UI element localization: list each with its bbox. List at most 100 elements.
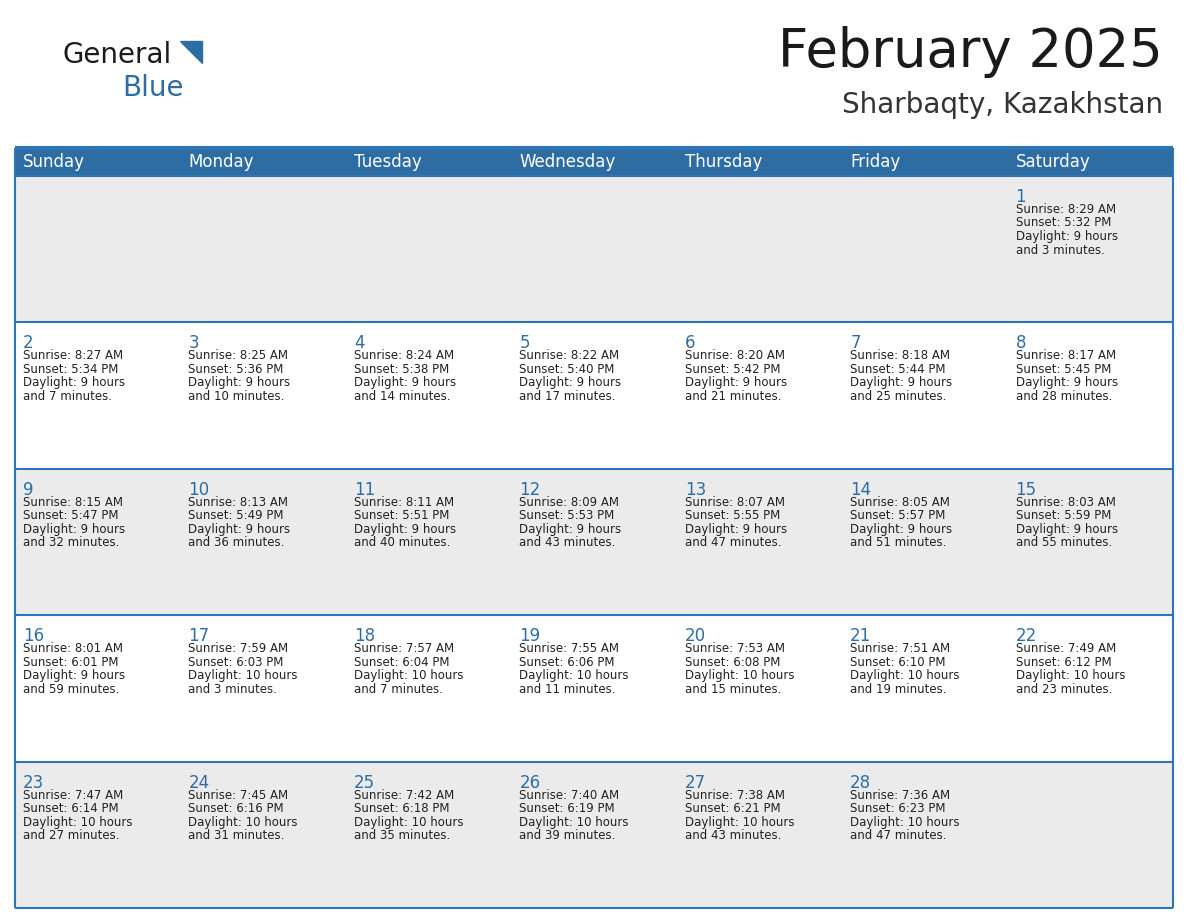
Text: and 11 minutes.: and 11 minutes. (519, 683, 615, 696)
Text: Sunset: 5:53 PM: Sunset: 5:53 PM (519, 509, 614, 522)
Text: Daylight: 9 hours: Daylight: 9 hours (684, 376, 786, 389)
Text: Daylight: 9 hours: Daylight: 9 hours (354, 376, 456, 389)
Text: and 23 minutes.: and 23 minutes. (1016, 683, 1112, 696)
Text: Daylight: 10 hours: Daylight: 10 hours (189, 815, 298, 829)
Text: 9: 9 (23, 481, 33, 498)
Text: Sunrise: 7:53 AM: Sunrise: 7:53 AM (684, 643, 785, 655)
Bar (15, 148, 1173, 176)
Text: Sunset: 5:44 PM: Sunset: 5:44 PM (851, 363, 946, 375)
Text: Saturday: Saturday (1016, 153, 1091, 171)
Text: Sunrise: 8:17 AM: Sunrise: 8:17 AM (1016, 350, 1116, 363)
Text: Sharbaqty, Kazakhstan: Sharbaqty, Kazakhstan (842, 91, 1163, 119)
Text: Sunrise: 7:59 AM: Sunrise: 7:59 AM (189, 643, 289, 655)
Text: Sunset: 5:42 PM: Sunset: 5:42 PM (684, 363, 781, 375)
Text: Sunrise: 7:51 AM: Sunrise: 7:51 AM (851, 643, 950, 655)
Text: and 7 minutes.: and 7 minutes. (23, 390, 112, 403)
Text: Daylight: 9 hours: Daylight: 9 hours (23, 522, 125, 536)
Text: Sunset: 5:57 PM: Sunset: 5:57 PM (851, 509, 946, 522)
Text: Daylight: 9 hours: Daylight: 9 hours (1016, 376, 1118, 389)
Text: Sunset: 6:04 PM: Sunset: 6:04 PM (354, 655, 449, 668)
Text: Sunset: 6:21 PM: Sunset: 6:21 PM (684, 802, 781, 815)
Text: Sunset: 6:14 PM: Sunset: 6:14 PM (23, 802, 119, 815)
Text: Sunset: 5:32 PM: Sunset: 5:32 PM (1016, 217, 1111, 230)
Text: Sunrise: 7:40 AM: Sunrise: 7:40 AM (519, 789, 619, 801)
Text: and 43 minutes.: and 43 minutes. (519, 536, 615, 549)
Text: Sunrise: 8:11 AM: Sunrise: 8:11 AM (354, 496, 454, 509)
Text: Sunset: 6:06 PM: Sunset: 6:06 PM (519, 655, 614, 668)
Bar (15, 322, 1173, 469)
Text: Sunset: 5:45 PM: Sunset: 5:45 PM (1016, 363, 1111, 375)
Text: and 19 minutes.: and 19 minutes. (851, 683, 947, 696)
Text: Daylight: 9 hours: Daylight: 9 hours (23, 376, 125, 389)
Text: Daylight: 10 hours: Daylight: 10 hours (354, 669, 463, 682)
Text: Sunrise: 8:24 AM: Sunrise: 8:24 AM (354, 350, 454, 363)
Text: 10: 10 (189, 481, 209, 498)
Text: Blue: Blue (122, 74, 183, 102)
Text: and 35 minutes.: and 35 minutes. (354, 829, 450, 842)
Text: Sunset: 5:55 PM: Sunset: 5:55 PM (684, 509, 781, 522)
Text: 23: 23 (23, 774, 44, 791)
Bar (15, 469, 1173, 615)
Text: Daylight: 10 hours: Daylight: 10 hours (519, 815, 628, 829)
Text: Sunrise: 7:36 AM: Sunrise: 7:36 AM (851, 789, 950, 801)
Text: Daylight: 10 hours: Daylight: 10 hours (189, 669, 298, 682)
Text: and 27 minutes.: and 27 minutes. (23, 829, 120, 842)
Text: Daylight: 9 hours: Daylight: 9 hours (684, 522, 786, 536)
Text: Daylight: 9 hours: Daylight: 9 hours (519, 376, 621, 389)
Text: Sunrise: 8:05 AM: Sunrise: 8:05 AM (851, 496, 950, 509)
Text: Daylight: 9 hours: Daylight: 9 hours (1016, 522, 1118, 536)
Text: Daylight: 10 hours: Daylight: 10 hours (519, 669, 628, 682)
Text: 13: 13 (684, 481, 706, 498)
Text: and 59 minutes.: and 59 minutes. (23, 683, 119, 696)
Text: Sunrise: 8:20 AM: Sunrise: 8:20 AM (684, 350, 785, 363)
Text: and 10 minutes.: and 10 minutes. (189, 390, 285, 403)
Text: 24: 24 (189, 774, 209, 791)
Text: Sunrise: 8:13 AM: Sunrise: 8:13 AM (189, 496, 289, 509)
Text: 22: 22 (1016, 627, 1037, 645)
Text: and 25 minutes.: and 25 minutes. (851, 390, 947, 403)
Text: Sunrise: 8:01 AM: Sunrise: 8:01 AM (23, 643, 124, 655)
Text: and 21 minutes.: and 21 minutes. (684, 390, 782, 403)
Text: February 2025: February 2025 (778, 26, 1163, 78)
Text: Sunrise: 8:15 AM: Sunrise: 8:15 AM (23, 496, 124, 509)
Text: Sunrise: 7:57 AM: Sunrise: 7:57 AM (354, 643, 454, 655)
Text: and 28 minutes.: and 28 minutes. (1016, 390, 1112, 403)
Text: Sunrise: 7:49 AM: Sunrise: 7:49 AM (1016, 643, 1116, 655)
Text: Tuesday: Tuesday (354, 153, 422, 171)
Text: Sunrise: 8:22 AM: Sunrise: 8:22 AM (519, 350, 619, 363)
Text: 27: 27 (684, 774, 706, 791)
Bar (15, 762, 1173, 908)
Text: Sunrise: 8:18 AM: Sunrise: 8:18 AM (851, 350, 950, 363)
Text: Sunset: 6:03 PM: Sunset: 6:03 PM (189, 655, 284, 668)
Text: and 32 minutes.: and 32 minutes. (23, 536, 119, 549)
Text: Sunset: 5:59 PM: Sunset: 5:59 PM (1016, 509, 1111, 522)
Text: Sunrise: 7:55 AM: Sunrise: 7:55 AM (519, 643, 619, 655)
Text: Sunset: 6:18 PM: Sunset: 6:18 PM (354, 802, 449, 815)
Text: Daylight: 10 hours: Daylight: 10 hours (684, 815, 795, 829)
Polygon shape (181, 41, 202, 63)
Text: Sunset: 6:16 PM: Sunset: 6:16 PM (189, 802, 284, 815)
Text: and 3 minutes.: and 3 minutes. (1016, 243, 1105, 256)
Text: Sunset: 5:34 PM: Sunset: 5:34 PM (23, 363, 119, 375)
Text: 16: 16 (23, 627, 44, 645)
Text: and 31 minutes.: and 31 minutes. (189, 829, 285, 842)
Text: Sunset: 5:38 PM: Sunset: 5:38 PM (354, 363, 449, 375)
Text: Daylight: 10 hours: Daylight: 10 hours (851, 815, 960, 829)
Text: Sunrise: 7:47 AM: Sunrise: 7:47 AM (23, 789, 124, 801)
Text: Sunset: 6:10 PM: Sunset: 6:10 PM (851, 655, 946, 668)
Text: Sunrise: 8:07 AM: Sunrise: 8:07 AM (684, 496, 785, 509)
Text: 2: 2 (23, 334, 33, 353)
Text: Daylight: 10 hours: Daylight: 10 hours (684, 669, 795, 682)
Text: Sunrise: 8:03 AM: Sunrise: 8:03 AM (1016, 496, 1116, 509)
Text: General: General (62, 41, 171, 69)
Text: 3: 3 (189, 334, 200, 353)
Text: and 51 minutes.: and 51 minutes. (851, 536, 947, 549)
Text: Daylight: 10 hours: Daylight: 10 hours (23, 815, 133, 829)
Text: and 47 minutes.: and 47 minutes. (684, 536, 782, 549)
Text: Wednesday: Wednesday (519, 153, 615, 171)
Text: 25: 25 (354, 774, 375, 791)
Text: 1: 1 (1016, 188, 1026, 206)
Text: 20: 20 (684, 627, 706, 645)
Text: Daylight: 10 hours: Daylight: 10 hours (851, 669, 960, 682)
Text: and 36 minutes.: and 36 minutes. (189, 536, 285, 549)
